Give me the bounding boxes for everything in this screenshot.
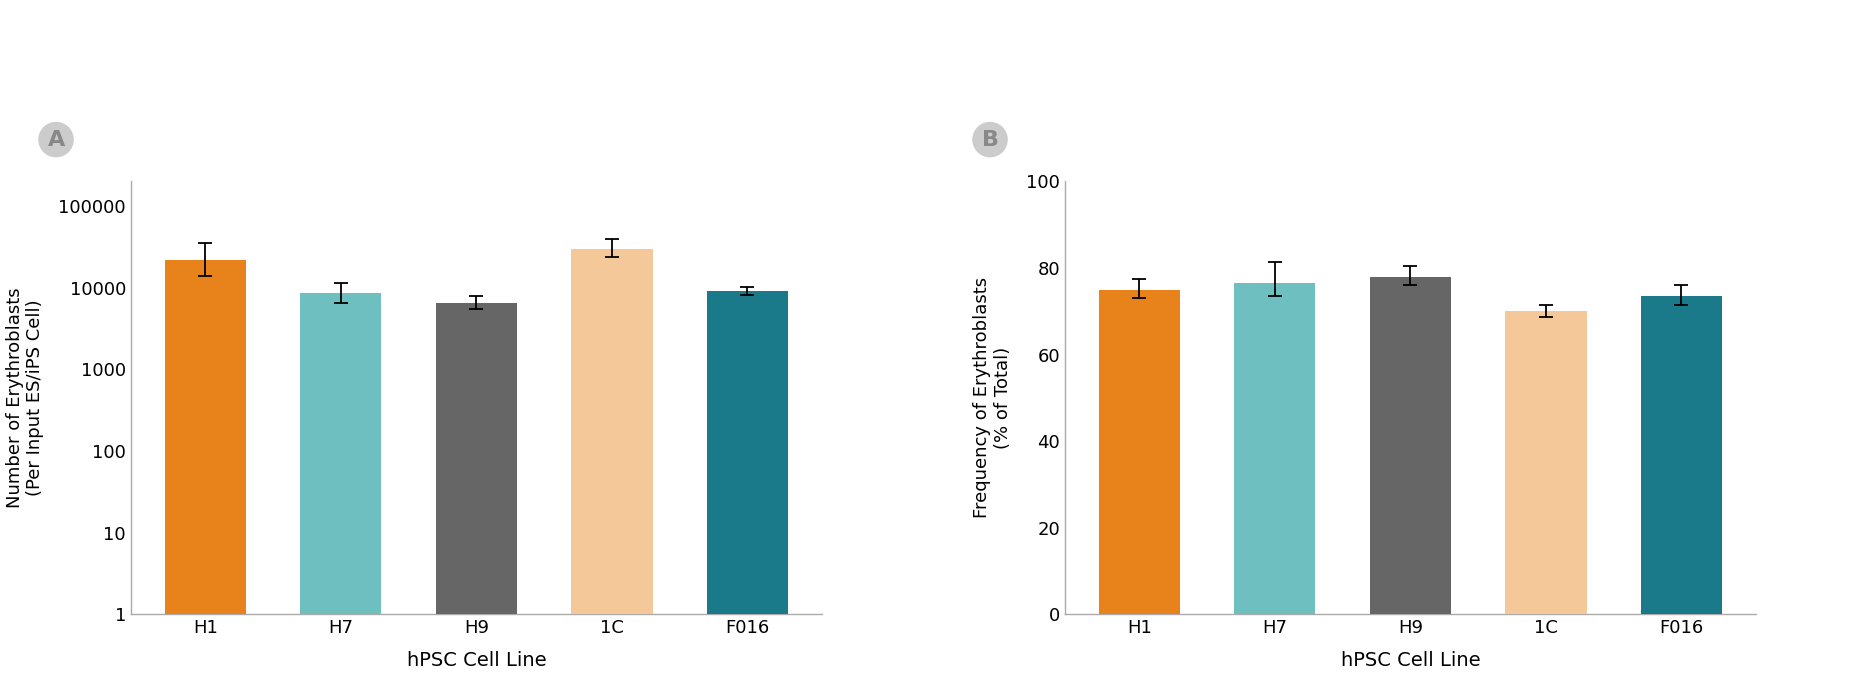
Bar — [435, 303, 517, 698]
Bar — [164, 260, 247, 698]
Bar — [301, 293, 381, 698]
Bar — [1369, 276, 1451, 614]
Bar — [706, 292, 788, 698]
Y-axis label: Frequency of Erythroblasts
(% of Total): Frequency of Erythroblasts (% of Total) — [973, 277, 1012, 519]
X-axis label: hPSC Cell Line: hPSC Cell Line — [1341, 651, 1479, 670]
X-axis label: hPSC Cell Line: hPSC Cell Line — [407, 651, 545, 670]
Text: A: A — [47, 130, 65, 149]
Bar — [1235, 283, 1315, 614]
Bar — [1640, 296, 1722, 614]
Bar — [1506, 311, 1586, 614]
Bar — [572, 248, 652, 698]
Y-axis label: Number of Erythroblasts
(Per Input ES/iPS Cell): Number of Erythroblasts (Per Input ES/iP… — [6, 288, 45, 508]
Bar — [1098, 290, 1181, 614]
Text: B: B — [981, 130, 999, 149]
